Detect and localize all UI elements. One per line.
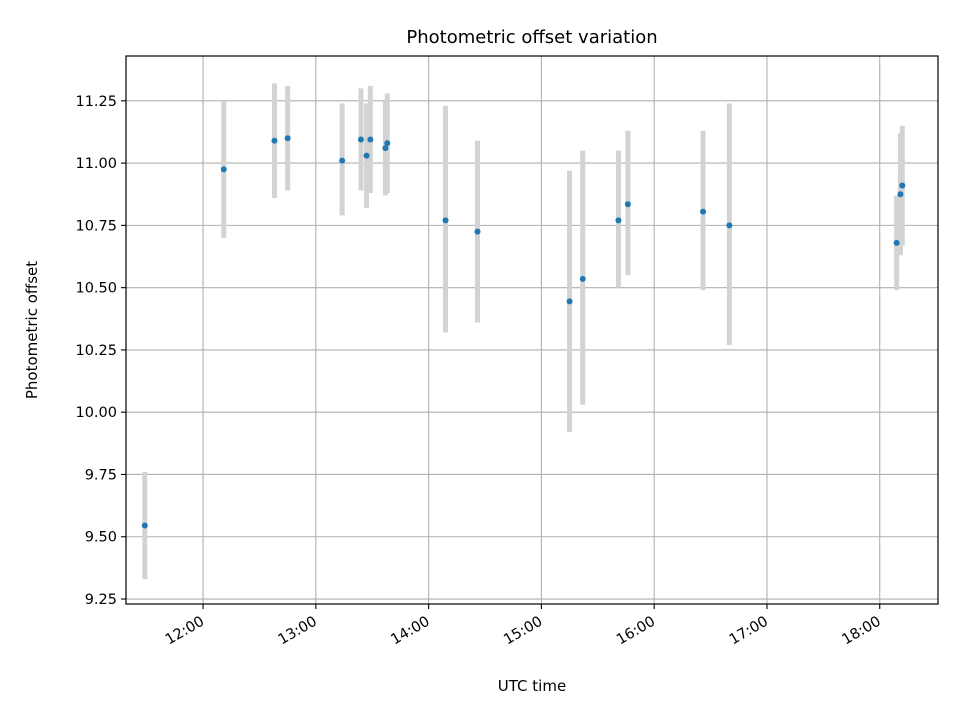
data-point <box>442 217 449 224</box>
y-tick-label: 11.00 <box>75 156 117 172</box>
data-point <box>284 135 291 142</box>
data-points <box>141 135 906 529</box>
y-tick-label: 10.75 <box>75 218 117 234</box>
data-point <box>893 239 900 246</box>
data-point <box>367 136 374 143</box>
y-tick-label: 10.50 <box>75 281 117 297</box>
data-point <box>382 145 389 152</box>
y-tick-label: 9.25 <box>85 592 117 608</box>
y-axis: 9.25 9.50 9.75 10.00 10.25 10.50 10.75 11.00 11.… <box>75 94 126 608</box>
data-point <box>220 166 227 173</box>
data-point <box>579 275 586 282</box>
y-tick-label: 10.25 <box>75 343 117 359</box>
y-tick-label: 10.00 <box>75 405 117 421</box>
y-tick-label: 9.75 <box>85 467 117 483</box>
y-tick-label: 11.25 <box>75 94 117 110</box>
data-point <box>141 522 148 529</box>
x-axis-label: UTC time <box>498 677 566 695</box>
data-point <box>899 182 906 189</box>
data-point <box>339 157 346 164</box>
data-point <box>566 298 573 305</box>
data-point <box>897 191 904 198</box>
data-point <box>271 137 278 144</box>
data-point <box>700 208 707 215</box>
data-point <box>363 152 370 159</box>
chart-title: Photometric offset variation <box>406 27 657 48</box>
data-point <box>474 228 481 235</box>
grid <box>126 56 938 604</box>
data-point <box>384 140 391 147</box>
data-point <box>357 136 364 143</box>
data-point <box>624 201 631 208</box>
data-point <box>615 217 622 224</box>
data-point <box>726 222 733 229</box>
y-axis-label: Photometric offset <box>23 261 41 399</box>
y-tick-label: 9.50 <box>85 530 117 546</box>
plot-frame <box>125 55 939 605</box>
